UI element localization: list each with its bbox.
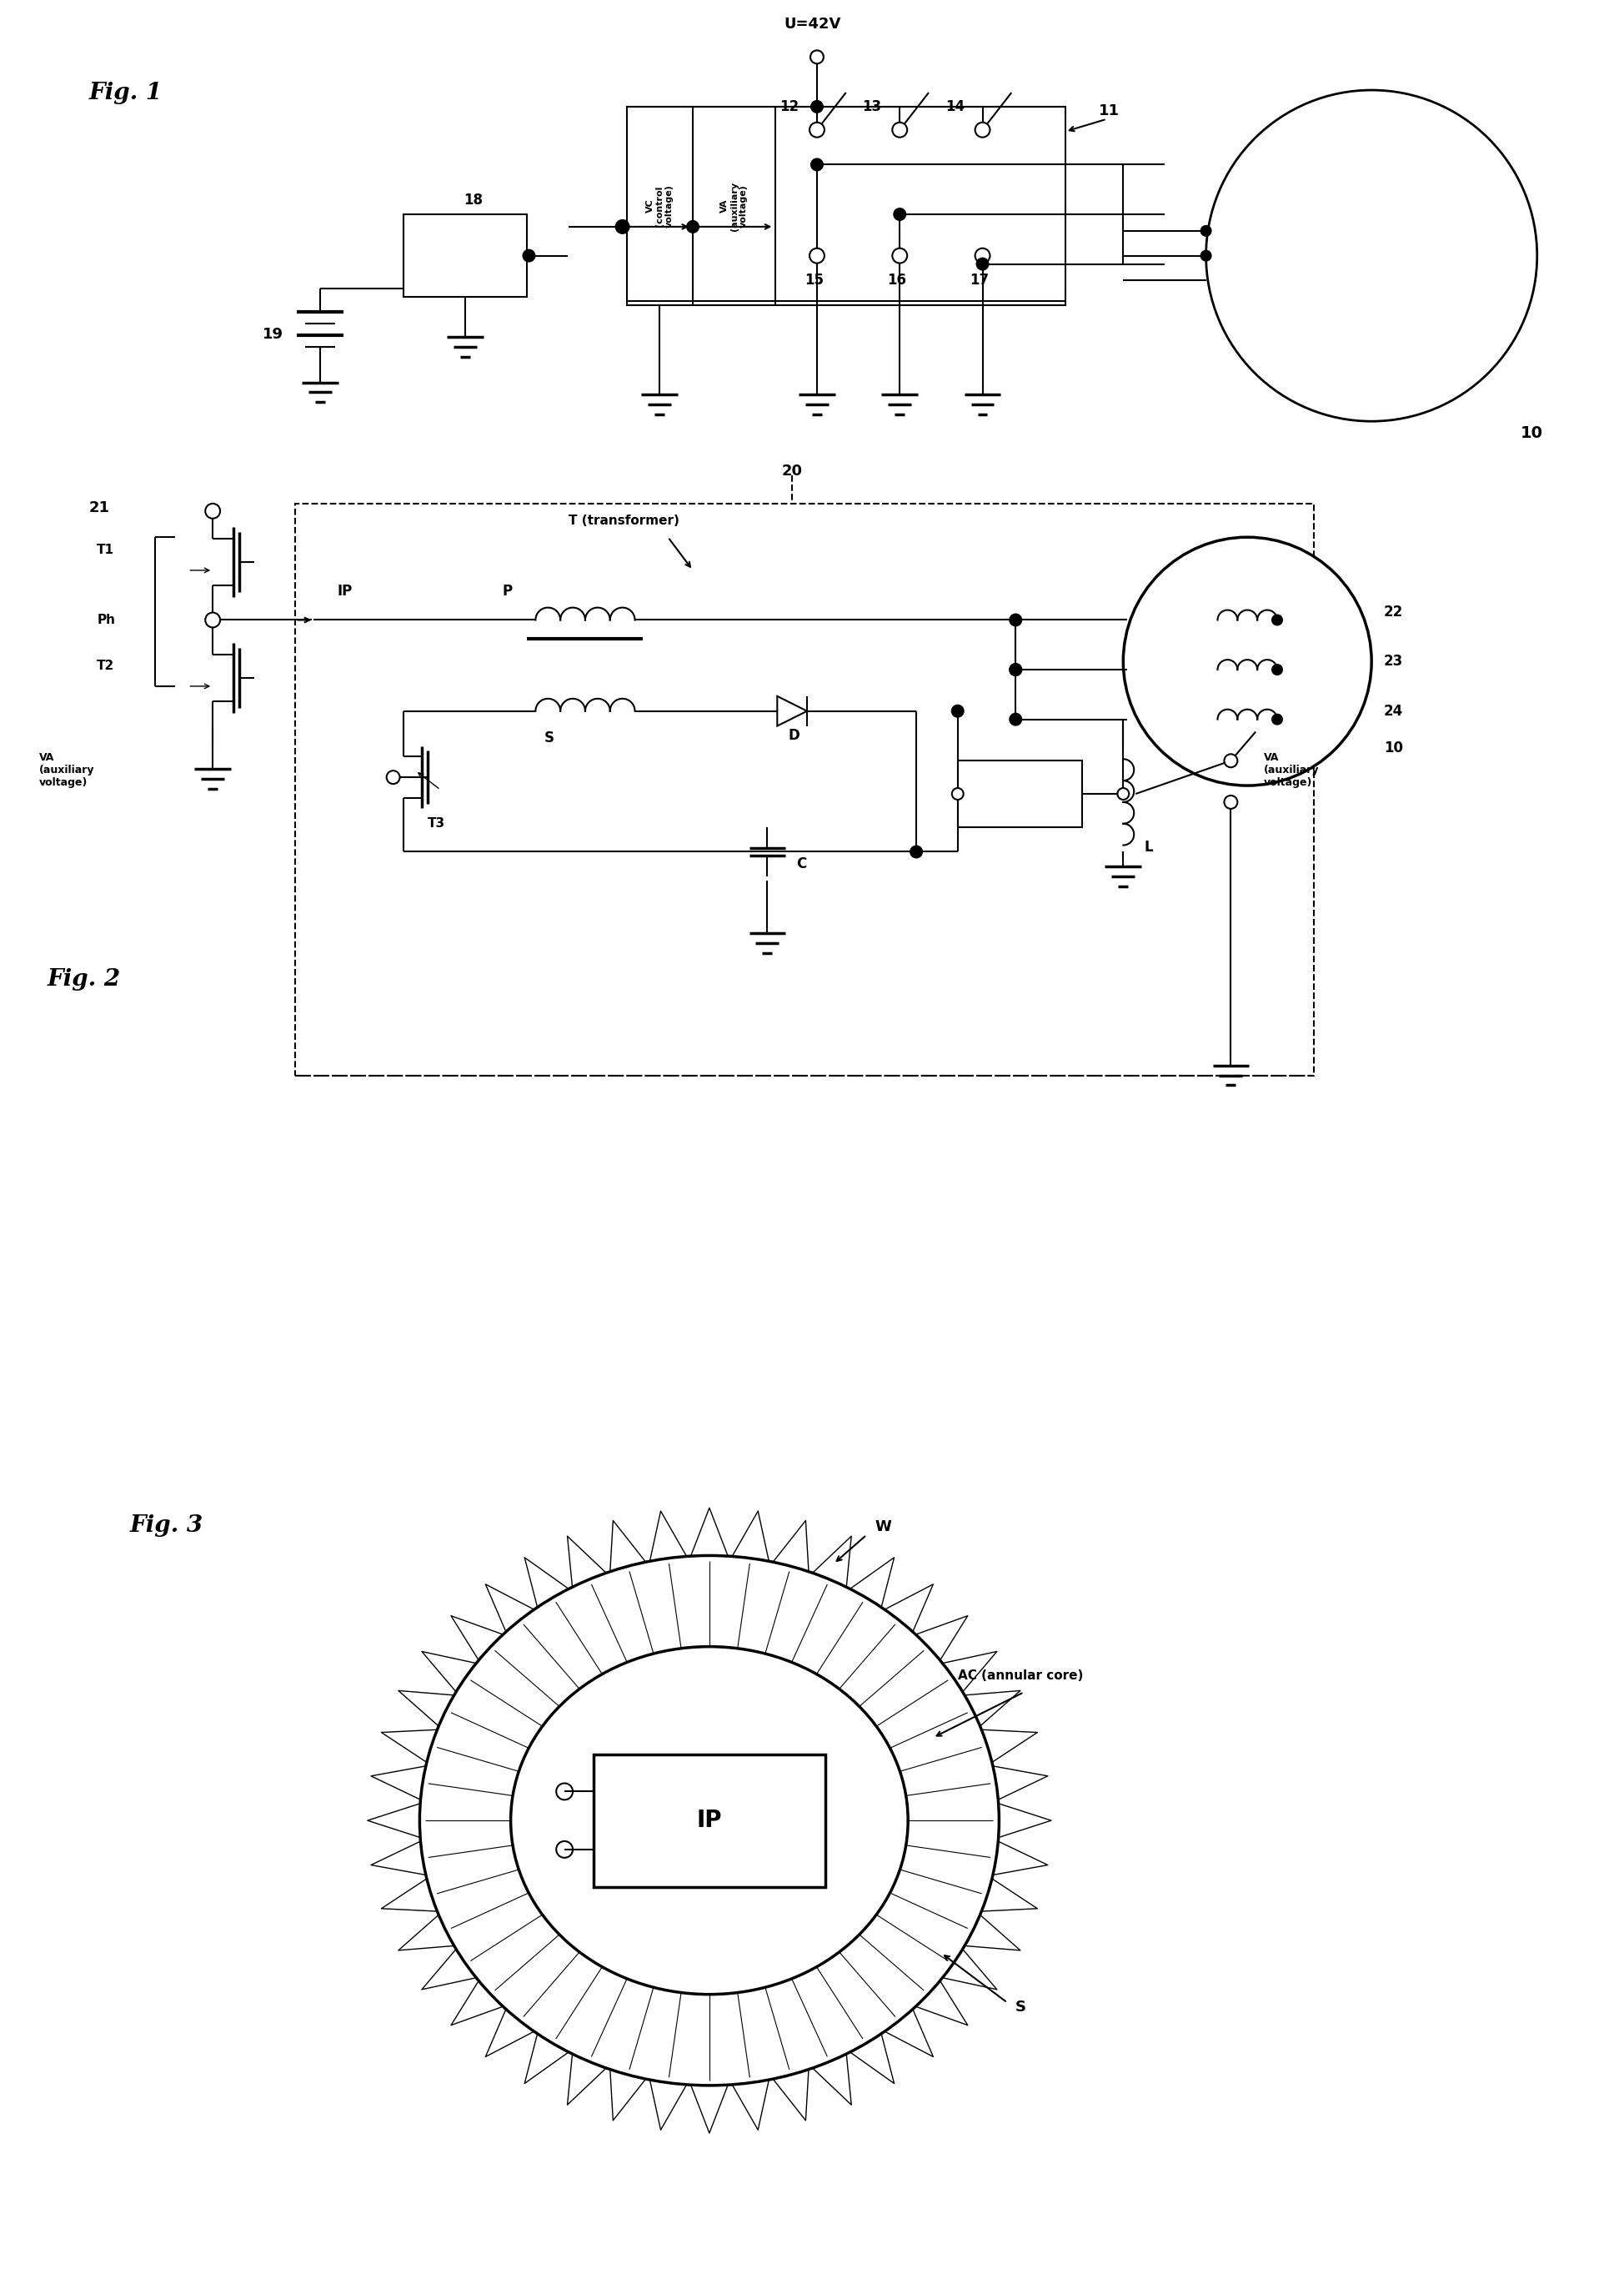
Circle shape (387, 770, 400, 783)
Text: 21: 21 (89, 500, 109, 516)
Circle shape (1272, 665, 1283, 674)
Text: S: S (1015, 1999, 1026, 2014)
Text: T3: T3 (429, 818, 445, 829)
Text: Ph: Ph (97, 614, 115, 626)
Circle shape (1224, 754, 1237, 767)
Text: P: P (502, 582, 513, 598)
Circle shape (1272, 614, 1283, 626)
Circle shape (810, 100, 823, 112)
Text: Fig. 3: Fig. 3 (130, 1514, 203, 1537)
Text: 22: 22 (1384, 605, 1403, 619)
Ellipse shape (419, 1555, 999, 2085)
Text: VA
(auxiliary
voltage): VA (auxiliary voltage) (721, 180, 749, 231)
Circle shape (687, 222, 698, 233)
Circle shape (892, 249, 908, 263)
Circle shape (810, 160, 823, 171)
Bar (958, 761, 1082, 827)
Circle shape (976, 258, 989, 270)
Bar (403, 215, 528, 297)
Circle shape (1117, 788, 1129, 799)
Text: IP: IP (697, 1809, 723, 1832)
Text: 16: 16 (887, 274, 906, 288)
Text: 12: 12 (780, 98, 799, 114)
Text: D: D (788, 729, 799, 742)
Text: 20: 20 (781, 464, 802, 477)
Text: 19: 19 (263, 327, 283, 343)
Bar (296, 505, 1314, 1076)
Text: T (transformer): T (transformer) (568, 514, 679, 528)
Circle shape (1272, 715, 1283, 724)
Text: S: S (544, 731, 554, 747)
Circle shape (1010, 665, 1021, 676)
Text: U=42V: U=42V (784, 16, 841, 32)
Circle shape (892, 123, 908, 137)
Text: IP: IP (336, 582, 352, 598)
Circle shape (911, 845, 922, 856)
Text: 23: 23 (1384, 653, 1403, 669)
Text: 17: 17 (970, 274, 989, 288)
Circle shape (952, 706, 963, 717)
Text: 18: 18 (464, 192, 482, 208)
Circle shape (1202, 226, 1212, 235)
Circle shape (557, 1841, 573, 1857)
Text: 15: 15 (804, 274, 823, 288)
Text: Fig. 1: Fig. 1 (89, 82, 162, 105)
Text: VA
(auxiliary
voltage): VA (auxiliary voltage) (1263, 751, 1319, 788)
Text: W: W (875, 1519, 892, 1535)
Circle shape (1202, 251, 1212, 260)
Text: L: L (1143, 841, 1153, 854)
Text: 14: 14 (945, 98, 965, 114)
Text: T2: T2 (97, 660, 115, 671)
Circle shape (974, 123, 991, 137)
Text: 13: 13 (862, 98, 882, 114)
Bar (627, 107, 1065, 306)
Text: 10: 10 (1520, 425, 1543, 441)
Text: VC
(control
voltage): VC (control voltage) (646, 185, 674, 228)
Text: AC (annular core): AC (annular core) (958, 1670, 1083, 1683)
Text: Fig. 2: Fig. 2 (47, 968, 120, 991)
Circle shape (557, 1784, 573, 1800)
Ellipse shape (510, 1647, 908, 1994)
Circle shape (615, 219, 628, 233)
Polygon shape (778, 697, 807, 726)
Circle shape (1010, 713, 1021, 724)
Text: T1: T1 (97, 544, 114, 557)
Circle shape (205, 502, 221, 518)
Circle shape (1010, 665, 1021, 676)
Circle shape (952, 788, 963, 799)
Circle shape (523, 249, 534, 260)
Text: VA
(auxiliary
voltage): VA (auxiliary voltage) (39, 751, 94, 788)
Text: C: C (796, 856, 807, 872)
Circle shape (974, 249, 991, 263)
Text: 10: 10 (1384, 740, 1403, 756)
Text: 11: 11 (1098, 103, 1119, 119)
Circle shape (809, 123, 825, 137)
Circle shape (1224, 795, 1237, 809)
Text: 24: 24 (1384, 703, 1403, 719)
Circle shape (810, 50, 823, 64)
Circle shape (893, 208, 906, 219)
Circle shape (205, 612, 221, 628)
Circle shape (809, 249, 825, 263)
Circle shape (1207, 89, 1536, 420)
Circle shape (1010, 614, 1021, 626)
Circle shape (1124, 537, 1372, 786)
Bar (593, 1754, 825, 1887)
